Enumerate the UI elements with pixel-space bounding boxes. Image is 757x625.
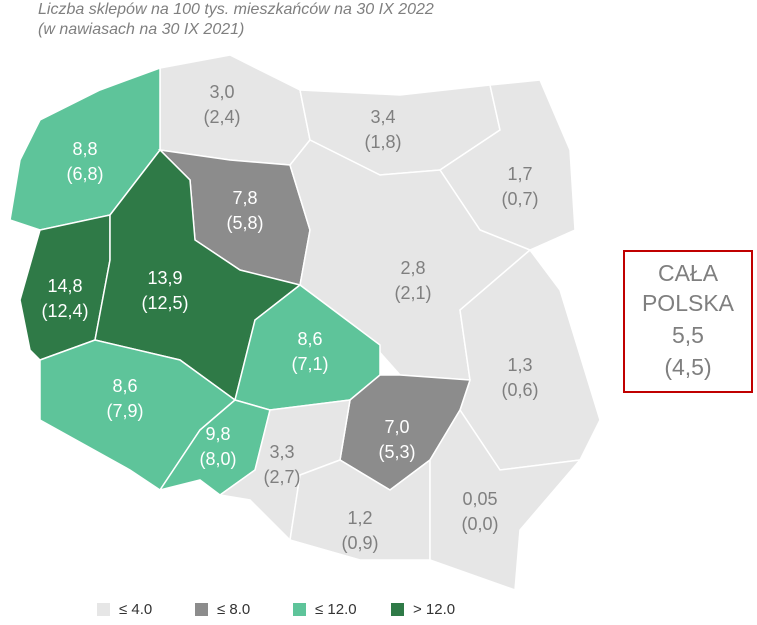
legend-swatch <box>293 603 306 616</box>
legend-label: > 12.0 <box>413 601 455 618</box>
regions <box>9 54 601 592</box>
total-line2: POLSKA <box>642 290 735 316</box>
region-previous: (0,0) <box>461 514 498 534</box>
region-previous: (1,8) <box>364 132 401 152</box>
region-previous: (0,9) <box>341 533 378 553</box>
region-previous: (5,3) <box>378 442 415 462</box>
map-subtitle: (w nawiasach na 30 IX 2021) <box>38 21 244 38</box>
legend-swatch <box>97 603 110 616</box>
region-value: 9,8 <box>205 424 230 444</box>
total-line1: CAŁA <box>658 260 719 286</box>
region-value: 8,8 <box>72 139 97 159</box>
legend-label: ≤ 12.0 <box>315 601 357 618</box>
region <box>429 408 582 592</box>
region-value: 1,2 <box>347 508 372 528</box>
total-value: 5,5 <box>672 322 704 348</box>
region-value: 8,6 <box>112 376 137 396</box>
total-previous: (4,5) <box>664 354 711 380</box>
legend-label: ≤ 4.0 <box>119 601 152 618</box>
region-labels: 3,0 (2,4) 3,4 (1,8) 1,7 (0,7) 8,8 (6,8) 7,8 (5,8)… <box>41 82 538 553</box>
region-previous: (7,1) <box>291 354 328 374</box>
region-value: 7,0 <box>384 417 409 437</box>
region-previous: (5,8) <box>226 213 263 233</box>
region-previous: (0,7) <box>501 189 538 209</box>
region-value: 3,0 <box>209 82 234 102</box>
region-previous: (12,4) <box>41 301 88 321</box>
region-previous: (2,4) <box>203 107 240 127</box>
legend-label: ≤ 8.0 <box>217 601 250 618</box>
legend: ≤ 4.0 ≤ 8.0 ≤ 12.0 > 12.0 <box>97 601 455 618</box>
region-value: 7,8 <box>232 188 257 208</box>
region-previous: (8,0) <box>199 449 236 469</box>
region-previous: (7,9) <box>106 401 143 421</box>
region-previous: (2,1) <box>394 283 431 303</box>
region-previous: (2,7) <box>263 467 300 487</box>
region-value: 1,3 <box>507 355 532 375</box>
region-previous: (0,6) <box>501 380 538 400</box>
total-box <box>623 250 753 393</box>
region-value: 13,9 <box>147 268 182 288</box>
total: CAŁA POLSKA 5,5 (4,5) <box>642 260 735 380</box>
region-value: 3,4 <box>370 107 395 127</box>
legend-swatch <box>391 603 404 616</box>
region-previous: (12,5) <box>141 293 188 313</box>
legend-swatch <box>195 603 208 616</box>
region-value: 14,8 <box>47 276 82 296</box>
region-previous: (6,8) <box>66 164 103 184</box>
region-value: 2,8 <box>400 258 425 278</box>
region-value: 8,6 <box>297 329 322 349</box>
region-value: 0,05 <box>462 489 497 509</box>
region-value: 1,7 <box>507 164 532 184</box>
region-value: 3,3 <box>269 442 294 462</box>
map-title: Liczba sklepów na 100 tys. mieszkańców n… <box>38 1 434 18</box>
